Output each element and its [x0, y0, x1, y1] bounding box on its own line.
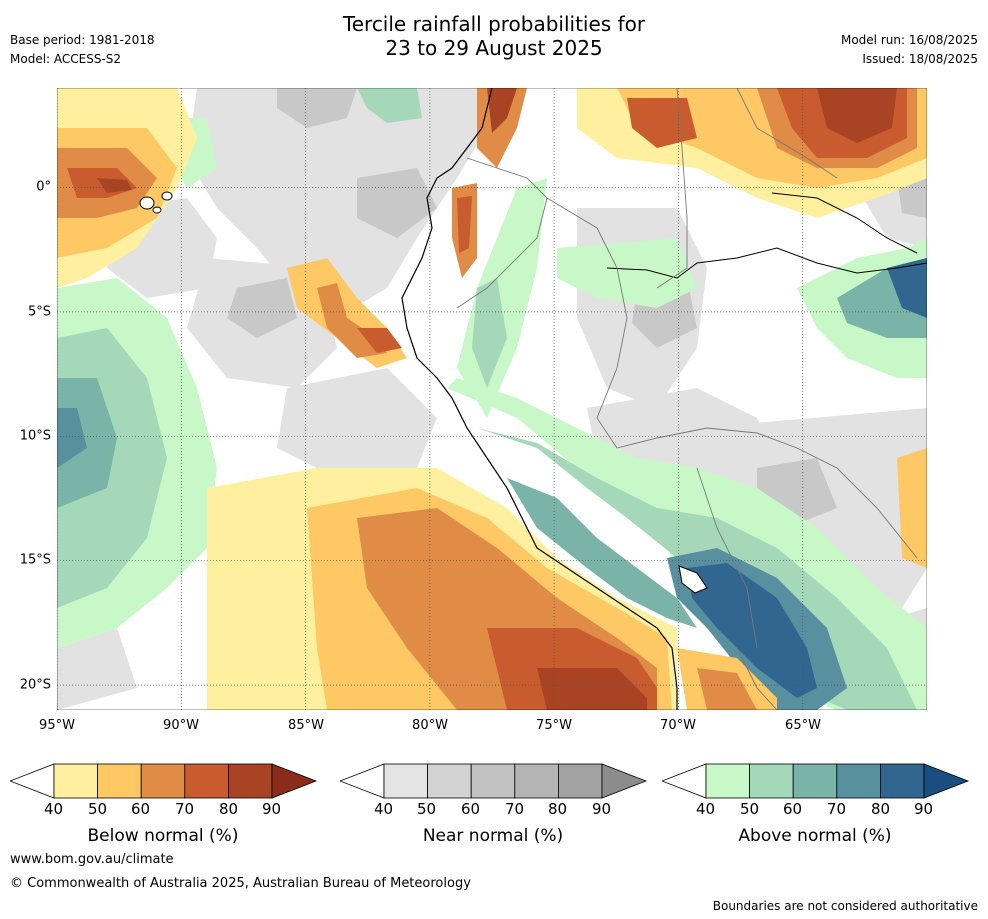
near-tick-80: 80 — [548, 800, 568, 818]
near-tick-50: 50 — [417, 800, 437, 818]
above-colorbar-segment — [705, 763, 750, 799]
near-colorbar-segment — [383, 763, 428, 799]
lon-label-90w: 90°W — [163, 718, 199, 733]
below-normal-layer — [57, 88, 927, 710]
above-tick-40: 40 — [696, 800, 716, 818]
colorbar-near — [340, 763, 648, 799]
lon-label-95w: 95°W — [39, 718, 75, 733]
above-tick-80: 80 — [871, 800, 891, 818]
above-tick-60: 60 — [783, 800, 803, 818]
below-tick-60: 60 — [131, 800, 151, 818]
above-colorbar-segment — [749, 763, 794, 799]
lat-label-5s: 5°S — [27, 304, 51, 320]
below-colorbar-segment — [227, 763, 273, 799]
near-tick-60: 60 — [461, 800, 481, 818]
lat-label-20s: 20°S — [19, 677, 51, 693]
above-colorbar-lower-extend — [662, 763, 707, 799]
footer-disclaimer: Boundaries are not considered authoritat… — [712, 899, 978, 913]
colorbar-below — [10, 763, 318, 799]
above-tick-50: 50 — [740, 800, 760, 818]
lat-label-10s: 10°S — [19, 428, 51, 444]
lake-titicaca — [678, 565, 708, 594]
near-normal-dark-layer — [227, 88, 927, 528]
near-colorbar-upper-extend — [601, 763, 648, 799]
near-colorbar-lower-extend — [340, 763, 385, 799]
lat-label-15s: 15°S — [19, 552, 51, 568]
model-name: Model: ACCESS-S2 — [10, 52, 122, 66]
above-tick-70: 70 — [827, 800, 847, 818]
above-normal-layer — [57, 88, 927, 710]
below-colorbar-segment — [140, 763, 186, 799]
lon-label-80w: 80°W — [412, 718, 448, 733]
river-north — [771, 192, 918, 254]
below-colorbar-upper-extend — [271, 763, 318, 799]
near-colorbar-segment — [557, 763, 603, 799]
issued-date: Issued: 18/08/2025 — [862, 52, 978, 66]
footer-copyright: © Commonwealth of Australia 2025, Austra… — [10, 876, 471, 891]
below-tick-70: 70 — [175, 800, 195, 818]
above-colorbar-segment — [836, 763, 881, 799]
amazon-river — [606, 247, 927, 279]
country-borders — [456, 88, 918, 710]
colorbar-above-title: Above normal (%) — [738, 826, 892, 846]
below-tick-80: 80 — [219, 800, 239, 818]
below-tick-40: 40 — [44, 800, 64, 818]
near-tick-90: 90 — [592, 800, 612, 818]
near-colorbar-segment — [427, 763, 472, 799]
below-colorbar-lower-extend — [10, 763, 55, 799]
below-tick-50: 50 — [88, 800, 108, 818]
near-tick-70: 70 — [505, 800, 525, 818]
lon-label-85w: 85°W — [288, 718, 324, 733]
footer-url: www.bom.gov.au/climate — [10, 852, 174, 867]
near-colorbar-segment — [514, 763, 559, 799]
above-colorbar-segment — [792, 763, 838, 799]
lon-label-70w: 70°W — [660, 718, 696, 733]
above-colorbar-segment — [879, 763, 925, 799]
near-colorbar-segment — [470, 763, 516, 799]
coastline — [401, 88, 678, 710]
base-period: Base period: 1981-2018 — [10, 33, 155, 47]
below-colorbar-segment — [184, 763, 229, 799]
colorbar-below-title: Below normal (%) — [87, 826, 239, 846]
galapagos-islands — [139, 191, 173, 214]
title-line-2: 23 to 29 August 2025 — [385, 36, 603, 60]
lat-label-0: 0° — [36, 179, 51, 195]
above-colorbar-upper-extend — [923, 763, 970, 799]
lon-label-75w: 75°W — [536, 718, 572, 733]
title-line-1: Tercile rainfall probabilities for — [342, 12, 646, 36]
model-run: Model run: 16/08/2025 — [840, 33, 978, 47]
colorbar-near-title: Near normal (%) — [422, 826, 564, 846]
colorbar-above — [662, 763, 970, 799]
graticule — [57, 88, 927, 710]
probability-map — [57, 88, 927, 710]
lon-label-65w: 65°W — [785, 718, 821, 733]
meta-left: Base period: 1981-2018 Model: ACCESS-S2 — [10, 31, 155, 69]
chart-title: Tercile rainfall probabilities for 23 to… — [0, 12, 988, 60]
below-tick-90: 90 — [262, 800, 282, 818]
below-colorbar-segment — [53, 763, 98, 799]
below-colorbar-segment — [97, 763, 142, 799]
meta-right: Model run: 16/08/2025 Issued: 18/08/2025 — [841, 31, 978, 69]
colorbar-ticks: 40 50 60 70 80 90 40 50 60 70 80 90 40 5… — [0, 800, 988, 822]
above-tick-90: 90 — [914, 800, 934, 818]
near-tick-40: 40 — [374, 800, 394, 818]
